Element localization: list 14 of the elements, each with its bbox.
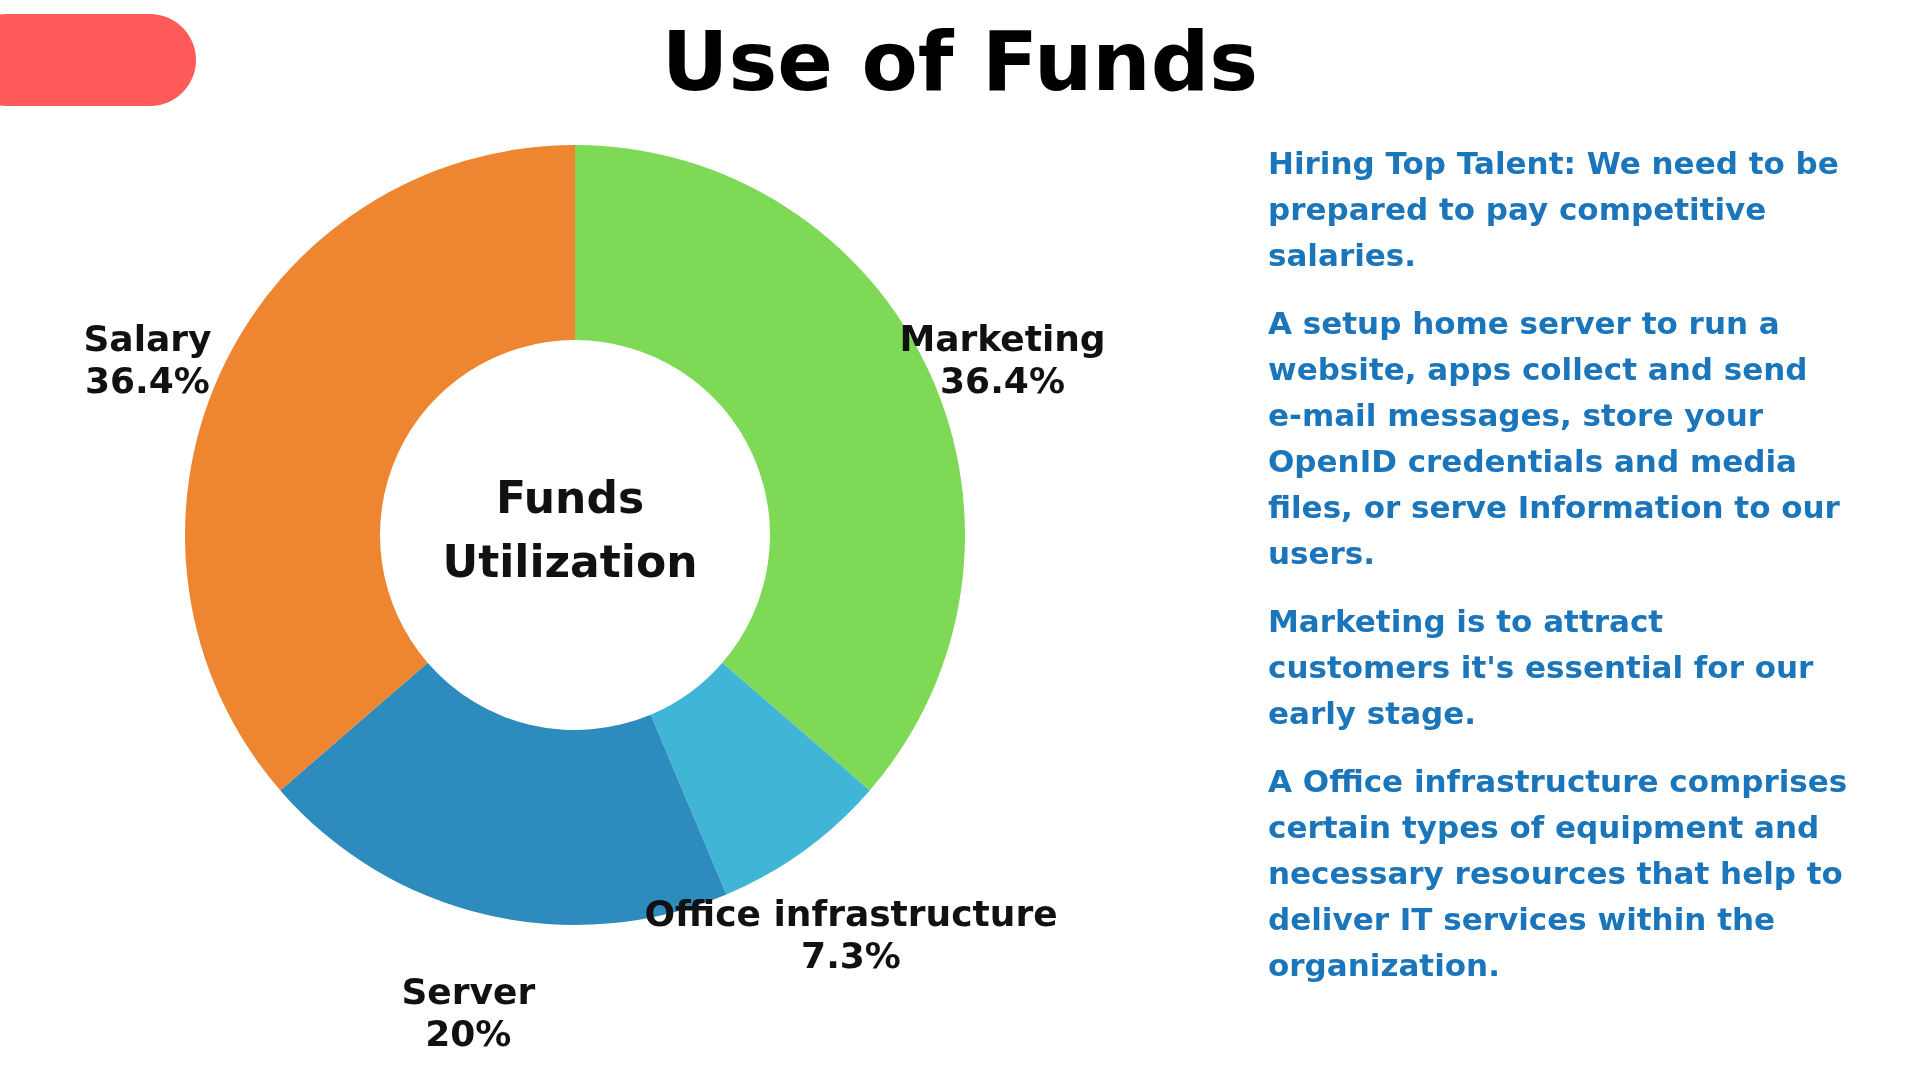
donut-slice bbox=[650, 662, 870, 895]
text: Hiring Top Talent: We need to be prepared to pay competitive salaries. bbox=[1268, 144, 1840, 275]
slice-label: Salary bbox=[83, 317, 212, 359]
text: Funds Utilization bbox=[441, 471, 699, 589]
chart-title: Use of Funds bbox=[660, 14, 1260, 109]
data-label: 36.4% bbox=[85, 359, 210, 401]
slice-label: Server bbox=[401, 970, 536, 1012]
data-label: 20% bbox=[425, 1012, 512, 1054]
text: Marketing is to attract customers it's essential for our early stage. bbox=[1268, 602, 1815, 733]
text: A setup home server to run a website, apps collect and send e-mail messages, store your OpenID credentials and media files, or serve Information to our users. bbox=[1268, 304, 1841, 573]
data-label: 7.3% bbox=[801, 935, 901, 977]
text: A Office infrastructure comprises certain types of equipment and necessary resources that help to deliver IT services within the organization. bbox=[1268, 762, 1848, 985]
slice-label: Office infrastructure bbox=[644, 893, 1058, 935]
data-label: 36.4% bbox=[940, 359, 1065, 401]
